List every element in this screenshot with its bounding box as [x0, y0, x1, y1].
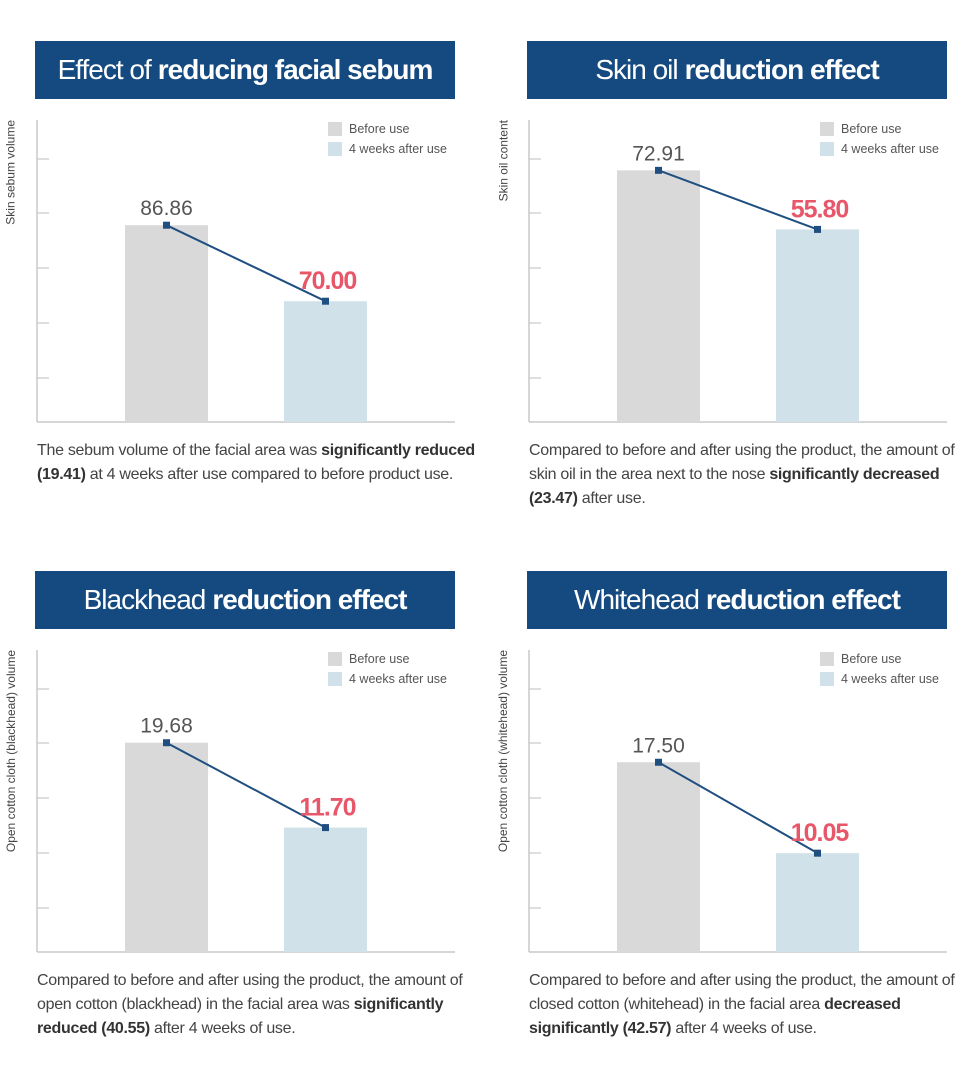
bar-before [617, 170, 700, 422]
bar-after [284, 827, 367, 952]
legend-label: 4 weeks after use [349, 672, 447, 686]
bar-before [125, 225, 208, 422]
title-light: Effect of [57, 54, 152, 85]
title-bold: reduction effect [684, 54, 880, 85]
chart-title: Whitehead reduction effect [527, 571, 947, 629]
chart-panel: Effect of reducing facial sebum Skin sebu… [4, 41, 475, 541]
trend-line [166, 224, 326, 303]
chart-panel: Blackhead reduction effect Open cotton cl… [4, 571, 463, 1071]
legend-label: Before use [841, 652, 902, 666]
value-label-before: 19.68 [140, 715, 193, 738]
description-segment: Compared to before and after using the p… [37, 972, 463, 1013]
value-label-before: 72.91 [632, 142, 685, 165]
value-label-before: 86.86 [140, 197, 193, 220]
trend-marker [814, 849, 821, 857]
bar-chart: 17.50 10.05 [528, 650, 947, 953]
description-segment: after 4 weeks of use. [149, 1020, 296, 1037]
trend-marker [655, 166, 662, 174]
legend-label: Before use [841, 122, 902, 136]
value-label-after: 10.05 [791, 819, 850, 847]
legend-item-before: Before use [328, 649, 447, 669]
trend-marker [655, 758, 662, 766]
bar-chart: 72.91 55.80 [528, 120, 947, 423]
legend-label: 4 weeks after use [349, 142, 447, 156]
title-light: Blackhead [83, 584, 207, 615]
description-segment: significantly reduced (19.41) [37, 442, 475, 483]
chart-panel: Skin oil reduction effect Skin oil conten… [496, 41, 955, 541]
chart-description: Compared to before and after using the p… [529, 439, 969, 511]
y-axis-label: Skin oil content [496, 120, 510, 202]
trend-marker [814, 225, 821, 233]
value-label-after: 70.00 [299, 267, 357, 295]
legend-item-before: Before use [820, 649, 939, 669]
trend-marker [163, 739, 170, 747]
y-axis-label: Open cotton cloth (blackhead) volume [4, 650, 18, 853]
description-segment: Compared to before and after using the p… [529, 442, 955, 483]
legend-swatch [328, 652, 342, 666]
legend-item-before: Before use [328, 119, 447, 139]
description-segment: decreased significantly (42.57) [529, 996, 901, 1037]
legend-swatch [328, 142, 342, 156]
bar-after [284, 301, 367, 422]
trend-marker [322, 824, 329, 832]
title-bold: reduction effect [212, 584, 407, 615]
title-bold: reducing facial sebum [157, 54, 434, 85]
bar-before [125, 742, 208, 952]
trend-line [658, 169, 818, 231]
legend-item-after: 4 weeks after use [328, 669, 447, 689]
legend-item-after: 4 weeks after use [328, 139, 447, 159]
bar-after [776, 229, 859, 422]
description-segment: significantly decreased (23.47) [529, 466, 940, 507]
chart-title: Effect of reducing facial sebum [35, 41, 455, 99]
description-segment: The sebum volume of the facial area was [37, 442, 322, 459]
legend-label: 4 weeks after use [841, 672, 939, 686]
legend-item-before: Before use [820, 119, 939, 139]
bar-after [776, 853, 859, 952]
legend-swatch [328, 672, 342, 686]
description-segment: after use. [577, 490, 646, 507]
trend-marker [322, 297, 329, 305]
legend-swatch [820, 652, 834, 666]
legend: Before use 4 weeks after use [820, 119, 939, 159]
y-axis-label: Open cotton cloth (whitehead) volume [496, 650, 510, 853]
chart-description: The sebum volume of the facial area was … [37, 439, 477, 487]
legend-swatch [820, 672, 834, 686]
legend-item-after: 4 weeks after use [820, 669, 939, 689]
chart-title: Skin oil reduction effect [527, 41, 947, 99]
legend-swatch [820, 142, 834, 156]
bar-before [617, 762, 700, 952]
legend: Before use 4 weeks after use [820, 649, 939, 689]
trend-marker [163, 221, 170, 229]
trend-line [658, 761, 818, 855]
description-segment: at 4 weeks after use compared to before … [85, 466, 454, 483]
title-light: Skin oil [595, 54, 678, 85]
legend-item-after: 4 weeks after use [820, 139, 939, 159]
title-light: Whitehead [574, 584, 700, 615]
bar-chart: 86.86 70.00 [36, 120, 455, 423]
legend-label: 4 weeks after use [841, 142, 939, 156]
description-segment: after 4 weeks of use. [671, 1020, 817, 1037]
legend-label: Before use [349, 652, 410, 666]
title-bold: reduction effect [705, 584, 901, 615]
value-label-after: 11.70 [299, 794, 355, 822]
chart-description: Compared to before and after using the p… [37, 969, 477, 1041]
chart-title: Blackhead reduction effect [35, 571, 455, 629]
chart-description: Compared to before and after using the p… [529, 969, 969, 1041]
legend: Before use 4 weeks after use [328, 119, 447, 159]
legend-swatch [328, 122, 342, 136]
y-axis-label: Skin sebum volume [4, 120, 18, 225]
bar-chart: 19.68 11.70 [36, 650, 455, 953]
legend-label: Before use [349, 122, 410, 136]
legend: Before use 4 weeks after use [328, 649, 447, 689]
trend-line [166, 741, 326, 829]
description-segment: significantly reduced (40.55) [37, 996, 444, 1037]
description-segment: Compared to before and after using the p… [529, 972, 955, 1013]
value-label-after: 55.80 [791, 195, 849, 223]
chart-panel: Whitehead reduction effect Open cotton cl… [496, 571, 955, 1071]
value-label-before: 17.50 [632, 734, 685, 757]
legend-swatch [820, 122, 834, 136]
